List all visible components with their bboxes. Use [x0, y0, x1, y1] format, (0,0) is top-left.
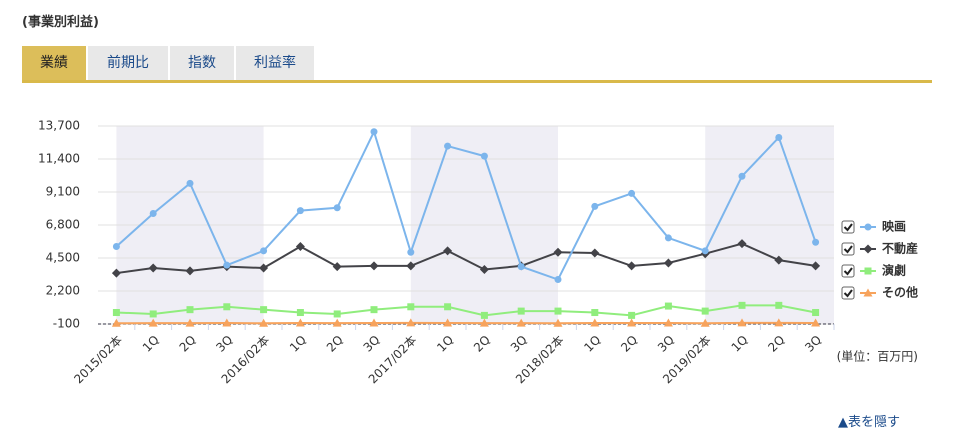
point — [627, 261, 636, 270]
point — [113, 243, 120, 250]
unit-note: (単位：百万円) — [837, 349, 918, 364]
legend-label: 不動産 — [882, 241, 918, 256]
point — [370, 261, 379, 270]
x-tick-label: 1Q — [434, 333, 456, 355]
x-tick-label: 3Q — [802, 333, 824, 355]
point — [407, 303, 414, 310]
point — [555, 276, 562, 283]
point — [739, 302, 746, 309]
x-tick-label: 3Q — [361, 333, 383, 355]
x-tick-label: 3Q — [655, 333, 677, 355]
point — [223, 303, 230, 310]
point — [333, 262, 342, 271]
point — [628, 312, 635, 319]
point — [113, 309, 120, 316]
point — [775, 302, 782, 309]
point — [664, 259, 673, 268]
point — [223, 262, 230, 269]
legend-item[interactable]: 演劇 — [842, 263, 906, 278]
x-tick-label: 1Q — [581, 333, 603, 355]
legend-checkbox[interactable] — [842, 265, 854, 277]
x-tick-label: 1Q — [729, 333, 751, 355]
point — [702, 308, 709, 315]
point — [865, 268, 872, 275]
point — [812, 309, 819, 316]
legend-label: 映画 — [882, 219, 906, 234]
point — [591, 309, 598, 316]
toggle-table-link[interactable]: ▲表を隠す — [838, 411, 900, 430]
point — [150, 210, 157, 217]
point — [591, 203, 598, 210]
x-tick-label: 2Q — [471, 333, 493, 355]
point — [628, 190, 635, 197]
y-tick-label: 4,500 — [46, 251, 80, 265]
point — [260, 306, 267, 313]
point — [187, 306, 194, 313]
point — [297, 309, 304, 316]
point — [555, 308, 562, 315]
point — [739, 173, 746, 180]
point — [297, 207, 304, 214]
legend-label: その他 — [882, 285, 918, 300]
x-tick-label: 3Q — [508, 333, 530, 355]
legend-item[interactable]: その他 — [842, 285, 918, 300]
x-tick-label: 2Q — [618, 333, 640, 355]
point — [518, 308, 525, 315]
point — [864, 245, 873, 254]
point — [371, 128, 378, 135]
point — [334, 204, 341, 211]
point — [518, 263, 525, 270]
point — [481, 153, 488, 160]
x-tick-label: 2Q — [324, 333, 346, 355]
y-tick-label: 11,400 — [38, 152, 80, 166]
y-tick-label: 9,100 — [46, 185, 80, 199]
point — [665, 303, 672, 310]
point — [150, 310, 157, 317]
legend-checkbox[interactable] — [842, 221, 854, 233]
x-tick-label: 1Q — [287, 333, 309, 355]
point — [444, 303, 451, 310]
x-tick-label: 1Q — [140, 333, 162, 355]
y-tick-label: 2,200 — [46, 284, 80, 298]
y-tick-label: -100 — [53, 317, 80, 331]
point — [590, 248, 599, 257]
legend-label: 演劇 — [882, 263, 906, 278]
legend-checkbox[interactable] — [842, 287, 854, 299]
legend-item[interactable]: 不動産 — [842, 241, 918, 256]
point — [371, 306, 378, 313]
x-tick-label: 3Q — [213, 333, 235, 355]
y-tick-label: 6,800 — [46, 218, 80, 232]
chart: (単位：百万円) -100 2,200 4,500 6,800 9,100 11,400 1… — [0, 0, 973, 405]
point — [481, 312, 488, 319]
legend-item[interactable]: 映画 — [842, 219, 906, 234]
point — [665, 234, 672, 241]
x-tick-label: 2Q — [177, 333, 199, 355]
point — [407, 249, 414, 256]
x-tick-label: 2Q — [765, 333, 787, 355]
point — [702, 247, 709, 254]
y-tick-label: 13,700 — [38, 119, 80, 133]
legend-checkbox[interactable] — [842, 243, 854, 255]
point — [296, 242, 305, 251]
point — [187, 180, 194, 187]
point — [865, 224, 872, 231]
point — [775, 134, 782, 141]
point — [260, 247, 267, 254]
point — [444, 143, 451, 150]
x-tick-label: 2015/02本 — [71, 333, 125, 387]
point — [812, 239, 819, 246]
point — [334, 310, 341, 317]
